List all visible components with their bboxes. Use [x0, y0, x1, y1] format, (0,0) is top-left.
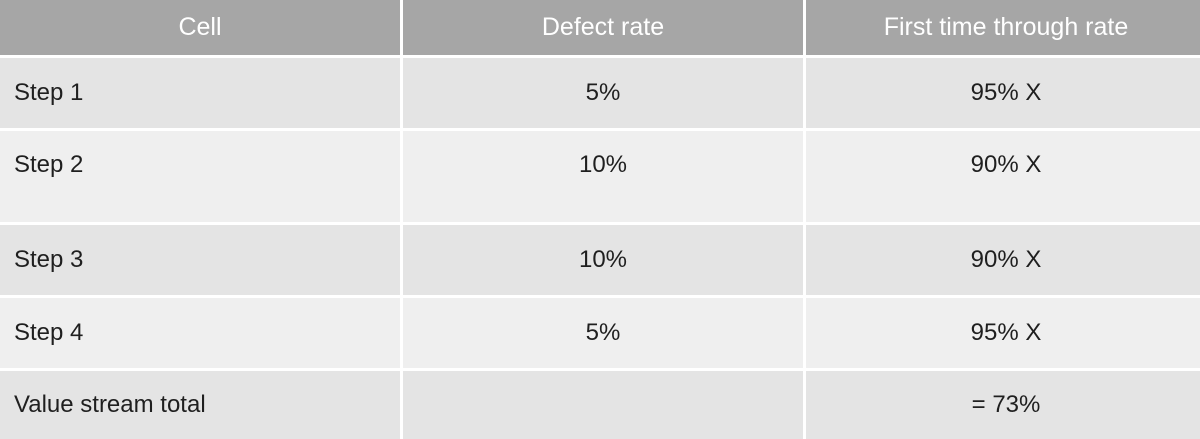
- row-2-ftt-rate: 90% X: [806, 131, 1200, 222]
- row-3-cell: Step 3: [0, 225, 400, 295]
- header-first-time-through-rate: First time through rate: [806, 0, 1200, 55]
- row-3-ftt-rate: 90% X: [806, 225, 1200, 295]
- row-4-ftt-rate: 95% X: [806, 298, 1200, 368]
- total-row-defect-rate: [403, 371, 803, 439]
- row-4-cell: Step 4: [0, 298, 400, 368]
- total-row-label: Value stream total: [0, 371, 400, 439]
- row-1-defect-rate: 5%: [403, 58, 803, 128]
- row-1-ftt-rate: 95% X: [806, 58, 1200, 128]
- header-cell: Cell: [0, 0, 400, 55]
- row-2-cell: Step 2: [0, 131, 400, 222]
- row-4-defect-rate: 5%: [403, 298, 803, 368]
- row-3-defect-rate: 10%: [403, 225, 803, 295]
- total-row-ftt-rate: = 73%: [806, 371, 1200, 439]
- row-1-cell: Step 1: [0, 58, 400, 128]
- header-defect-rate: Defect rate: [403, 0, 803, 55]
- row-2-defect-rate: 10%: [403, 131, 803, 222]
